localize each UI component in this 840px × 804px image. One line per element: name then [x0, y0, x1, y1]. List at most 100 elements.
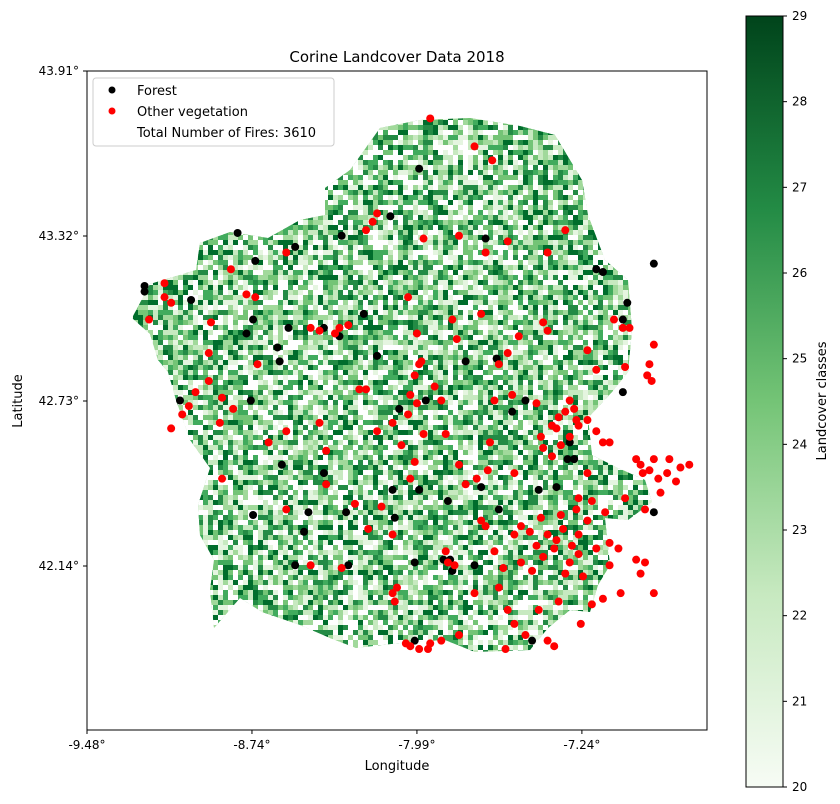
point-other-vegetation	[554, 597, 563, 606]
point-forest	[521, 396, 530, 405]
point-other-vegetation	[426, 639, 435, 648]
point-other-vegetation	[483, 466, 492, 475]
point-other-vegetation	[419, 234, 428, 243]
point-forest	[421, 396, 430, 405]
point-other-vegetation	[592, 544, 601, 553]
y-tick-label: 42.14°	[39, 559, 79, 573]
point-other-vegetation	[539, 443, 548, 452]
point-forest	[592, 265, 601, 274]
point-other-vegetation	[412, 399, 421, 408]
point-other-vegetation	[587, 497, 596, 506]
point-forest	[415, 164, 424, 173]
point-other-vegetation	[625, 323, 634, 332]
legend-label-forest: Forest	[137, 84, 177, 99]
point-forest	[291, 242, 300, 251]
point-other-vegetation	[598, 594, 607, 603]
point-other-vegetation	[583, 346, 592, 355]
point-other-vegetation	[226, 265, 235, 274]
point-forest	[233, 228, 242, 237]
point-other-vegetation	[430, 382, 439, 391]
point-other-vegetation	[672, 477, 680, 486]
point-other-vegetation	[443, 558, 452, 567]
point-other-vegetation	[574, 494, 583, 503]
point-other-vegetation	[536, 513, 545, 522]
point-other-vegetation	[373, 209, 382, 218]
point-other-vegetation	[388, 589, 397, 598]
point-forest	[242, 329, 251, 338]
point-other-vegetation	[592, 427, 601, 436]
y-axis-label: Latitude	[11, 374, 26, 428]
point-other-vegetation	[415, 645, 424, 654]
point-forest	[249, 315, 258, 324]
point-other-vegetation	[306, 561, 315, 570]
point-forest	[390, 513, 399, 522]
point-other-vegetation	[397, 441, 406, 450]
x-tick-label: -7.24°	[563, 738, 600, 752]
point-other-vegetation	[410, 371, 419, 380]
point-other-vegetation	[331, 329, 339, 338]
point-other-vegetation	[510, 530, 519, 539]
point-other-vegetation	[486, 438, 494, 447]
point-other-vegetation	[543, 248, 552, 257]
point-other-vegetation	[455, 631, 463, 640]
point-other-vegetation	[207, 318, 215, 327]
point-other-vegetation	[494, 583, 503, 592]
point-other-vegetation	[481, 522, 490, 531]
point-other-vegetation	[337, 564, 346, 573]
point-forest	[461, 357, 470, 366]
point-other-vegetation	[517, 522, 525, 531]
point-other-vegetation	[632, 555, 641, 564]
point-other-vegetation	[614, 544, 623, 553]
point-other-vegetation	[685, 460, 694, 469]
point-other-vegetation	[632, 455, 641, 464]
point-forest	[649, 508, 658, 517]
point-other-vegetation	[388, 530, 397, 539]
point-other-vegetation	[322, 446, 331, 455]
point-other-vegetation	[521, 631, 530, 640]
point-other-vegetation	[649, 589, 658, 598]
point-other-vegetation	[490, 396, 499, 405]
point-other-vegetation	[191, 388, 200, 397]
point-other-vegetation	[534, 605, 543, 614]
point-forest	[528, 636, 537, 645]
point-forest	[598, 268, 607, 277]
colorbar-tick-label: 25	[792, 352, 807, 366]
point-other-vegetation	[242, 290, 251, 299]
point-other-vegetation	[160, 293, 169, 302]
point-other-vegetation	[572, 505, 581, 514]
point-forest	[140, 287, 149, 296]
point-other-vegetation	[315, 326, 324, 335]
y-tick-label: 43.32°	[39, 229, 79, 243]
point-forest	[304, 508, 313, 517]
point-other-vegetation	[406, 390, 415, 399]
point-forest	[563, 455, 572, 464]
point-forest	[388, 485, 397, 494]
point-other-vegetation	[574, 550, 583, 559]
point-other-vegetation	[441, 430, 450, 439]
x-tick-label: -7.99°	[398, 738, 435, 752]
point-other-vegetation	[601, 508, 610, 517]
point-other-vegetation	[605, 561, 614, 570]
point-other-vegetation	[514, 332, 523, 341]
point-other-vegetation	[532, 399, 541, 408]
point-other-vegetation	[417, 357, 426, 366]
point-forest	[618, 315, 627, 324]
point-forest	[552, 483, 561, 492]
legend: Forest Other vegetation Total Number of …	[92, 77, 335, 147]
point-other-vegetation	[437, 396, 446, 405]
point-forest	[373, 351, 382, 360]
point-other-vegetation	[636, 569, 645, 578]
point-forest	[395, 404, 404, 413]
point-forest	[246, 396, 255, 405]
point-other-vegetation	[264, 438, 273, 447]
point-other-vegetation	[621, 362, 630, 371]
point-other-vegetation	[450, 561, 459, 570]
point-other-vegetation	[618, 323, 627, 332]
point-other-vegetation	[306, 323, 315, 332]
point-other-vegetation	[638, 469, 647, 478]
point-other-vegetation	[470, 142, 479, 151]
point-other-vegetation	[550, 544, 559, 553]
point-forest	[534, 485, 543, 494]
point-other-vegetation	[470, 589, 479, 598]
legend-box	[92, 77, 335, 147]
